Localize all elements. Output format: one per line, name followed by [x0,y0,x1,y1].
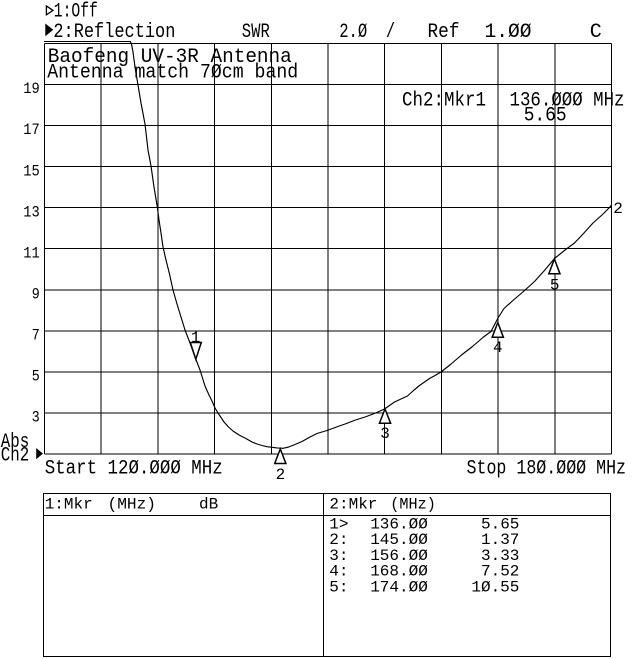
svg-text:dB: dB [199,495,218,513]
svg-text:2.Ø /: 2.Ø / [339,21,395,44]
svg-text:168.ØØ: 168.ØØ [370,563,428,581]
svg-text:4: 4 [493,339,503,357]
svg-text:Ref: Ref [428,21,460,44]
svg-text:7: 7 [32,327,40,345]
svg-text:1:Off: 1:Off [54,1,98,24]
svg-text:1.37: 1.37 [481,531,519,549]
svg-text:2:Mkr: 2:Mkr [329,495,377,513]
svg-text:1>: 1> [329,515,348,533]
svg-text:1:Mkr: 1:Mkr [45,495,93,513]
svg-text:17: 17 [23,121,40,139]
svg-text:13: 13 [23,203,40,221]
svg-text:5.65: 5.65 [481,515,519,533]
svg-text:5: 5 [32,368,40,386]
svg-text:145.ØØ: 145.ØØ [370,531,428,549]
svg-text:C: C [590,21,602,44]
svg-text:(MHz): (MHz) [390,495,436,513]
svg-text:136.ØØ: 136.ØØ [370,515,428,533]
svg-text:5: 5 [550,276,560,294]
svg-text:9: 9 [32,286,40,304]
svg-text:1: 1 [191,329,201,347]
svg-text:5.65: 5.65 [524,104,567,127]
svg-text:136.ØØØ MHz: 136.ØØØ MHz [510,89,625,112]
svg-text:3.33: 3.33 [481,547,519,565]
svg-text:1.ØØ: 1.ØØ [485,21,532,44]
svg-text:Ch2: Ch2 [1,445,30,468]
svg-text:2: 2 [613,200,623,218]
svg-text:4:: 4: [329,563,348,581]
svg-text:1Ø.55: 1Ø.55 [471,579,519,597]
svg-text:2:Reflection: 2:Reflection [53,21,175,44]
svg-text:Stop 18Ø.ØØØ MHz: Stop 18Ø.ØØØ MHz [467,457,627,480]
svg-text:SWR: SWR [242,21,270,44]
svg-text:Start 12Ø.ØØØ MHz: Start 12Ø.ØØØ MHz [45,457,223,480]
svg-text:Ch2:Mkr1: Ch2:Mkr1 [402,89,486,112]
svg-text:15: 15 [23,162,40,180]
svg-text:11: 11 [23,244,40,262]
svg-text:3: 3 [32,409,40,427]
svg-text:3: 3 [380,425,390,443]
svg-text:2:: 2: [329,531,348,549]
svg-text:3:: 3: [329,547,348,565]
svg-text:Antenna match 7Øcm band: Antenna match 7Øcm band [47,62,298,85]
svg-text:174.ØØ: 174.ØØ [370,579,428,597]
svg-text:Baofeng UV-3R Antenna: Baofeng UV-3R Antenna [48,46,292,69]
svg-text:7.52: 7.52 [481,563,519,581]
svg-text:2: 2 [276,466,286,484]
svg-text:19: 19 [23,80,40,98]
svg-text:Abs: Abs [1,431,30,454]
svg-text:5:: 5: [329,579,348,597]
svg-text:(MHz): (MHz) [108,495,157,513]
svg-text:156.ØØ: 156.ØØ [370,547,428,565]
